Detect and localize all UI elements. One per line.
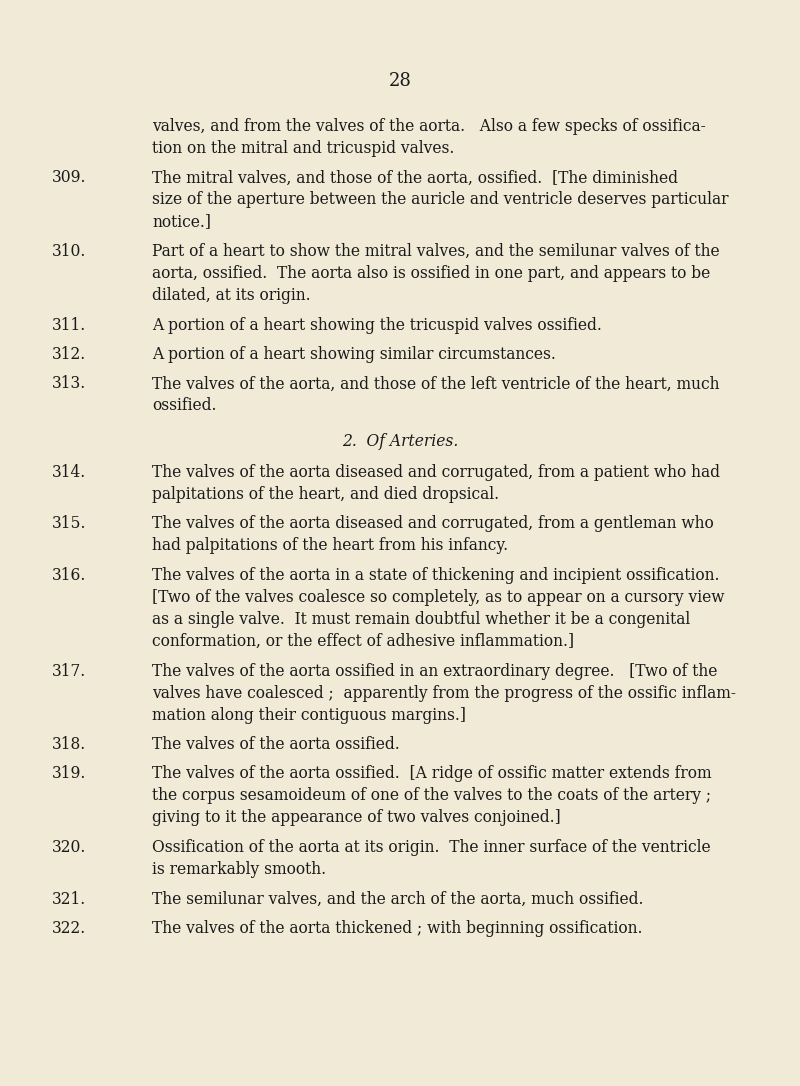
Text: The valves of the aorta thickened ; with beginning ossification.: The valves of the aorta thickened ; with… xyxy=(152,920,642,937)
Text: ossified.: ossified. xyxy=(152,397,217,415)
Text: The valves of the aorta ossified.: The valves of the aorta ossified. xyxy=(152,736,400,753)
Text: 319.: 319. xyxy=(52,766,86,783)
Text: is remarkably smooth.: is remarkably smooth. xyxy=(152,861,326,877)
Text: dilated, at its origin.: dilated, at its origin. xyxy=(152,287,310,304)
Text: palpitations of the heart, and died dropsical.: palpitations of the heart, and died drop… xyxy=(152,487,499,503)
Text: A portion of a heart showing similar circumstances.: A portion of a heart showing similar cir… xyxy=(152,346,556,363)
Text: size of the aperture between the auricle and ventricle deserves particular: size of the aperture between the auricle… xyxy=(152,191,729,209)
Text: 309.: 309. xyxy=(52,169,86,187)
Text: 311.: 311. xyxy=(52,316,86,333)
Text: tion on the mitral and tricuspid valves.: tion on the mitral and tricuspid valves. xyxy=(152,140,454,157)
Text: 315.: 315. xyxy=(52,516,86,532)
Text: The valves of the aorta ossified in an extraordinary degree.   [Two of the: The valves of the aorta ossified in an e… xyxy=(152,662,718,680)
Text: 28: 28 xyxy=(389,72,411,90)
Text: 2.  Of Arteries.: 2. Of Arteries. xyxy=(342,433,458,450)
Text: The valves of the aorta ossified.  [A ridge of ossific matter extends from: The valves of the aorta ossified. [A rid… xyxy=(152,766,712,783)
Text: 318.: 318. xyxy=(52,736,86,753)
Text: had palpitations of the heart from his infancy.: had palpitations of the heart from his i… xyxy=(152,538,508,555)
Text: valves, and from the valves of the aorta.   Also a few specks of ossifica-: valves, and from the valves of the aorta… xyxy=(152,118,706,135)
Text: aorta, ossified.  The aorta also is ossified in one part, and appears to be: aorta, ossified. The aorta also is ossif… xyxy=(152,265,710,282)
Text: The mitral valves, and those of the aorta, ossified.  [The diminished: The mitral valves, and those of the aort… xyxy=(152,169,678,187)
Text: The valves of the aorta diseased and corrugated, from a gentleman who: The valves of the aorta diseased and cor… xyxy=(152,516,714,532)
Text: 312.: 312. xyxy=(52,346,86,363)
Text: notice.]: notice.] xyxy=(152,214,211,230)
Text: valves have coalesced ;  apparently from the progress of the ossific inflam-: valves have coalesced ; apparently from … xyxy=(152,684,736,702)
Text: 310.: 310. xyxy=(52,243,86,260)
Text: Ossification of the aorta at its origin.  The inner surface of the ventricle: Ossification of the aorta at its origin.… xyxy=(152,839,710,856)
Text: The valves of the aorta, and those of the left ventricle of the heart, much: The valves of the aorta, and those of th… xyxy=(152,376,719,392)
Text: 316.: 316. xyxy=(52,567,86,584)
Text: mation along their contiguous margins.]: mation along their contiguous margins.] xyxy=(152,707,466,723)
Text: 320.: 320. xyxy=(52,839,86,856)
Text: the corpus sesamoideum of one of the valves to the coats of the artery ;: the corpus sesamoideum of one of the val… xyxy=(152,787,711,805)
Text: 322.: 322. xyxy=(52,920,86,937)
Text: The semilunar valves, and the arch of the aorta, much ossified.: The semilunar valves, and the arch of th… xyxy=(152,891,643,908)
Text: giving to it the appearance of two valves conjoined.]: giving to it the appearance of two valve… xyxy=(152,809,561,826)
Text: conformation, or the effect of adhesive inflammation.]: conformation, or the effect of adhesive … xyxy=(152,633,574,651)
Text: The valves of the aorta diseased and corrugated, from a patient who had: The valves of the aorta diseased and cor… xyxy=(152,464,720,481)
Text: 321.: 321. xyxy=(52,891,86,908)
Text: 314.: 314. xyxy=(52,464,86,481)
Text: 317.: 317. xyxy=(52,662,86,680)
Text: 313.: 313. xyxy=(52,376,86,392)
Text: as a single valve.  It must remain doubtful whether it be a congenital: as a single valve. It must remain doubtf… xyxy=(152,611,690,628)
Text: A portion of a heart showing the tricuspid valves ossified.: A portion of a heart showing the tricusp… xyxy=(152,316,602,333)
Text: Part of a heart to show the mitral valves, and the semilunar valves of the: Part of a heart to show the mitral valve… xyxy=(152,243,720,260)
Text: The valves of the aorta in a state of thickening and incipient ossification.: The valves of the aorta in a state of th… xyxy=(152,567,719,584)
Text: [Two of the valves coalesce so completely, as to appear on a cursory view: [Two of the valves coalesce so completel… xyxy=(152,589,725,606)
